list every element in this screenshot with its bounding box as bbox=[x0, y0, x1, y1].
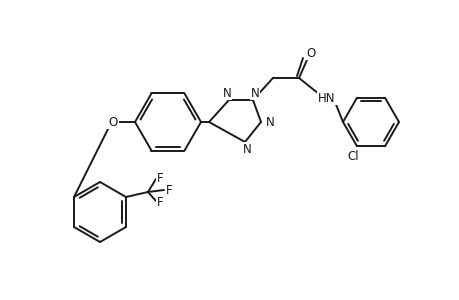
Text: HN: HN bbox=[318, 92, 335, 104]
Text: F: F bbox=[165, 184, 172, 196]
Text: Cl: Cl bbox=[347, 150, 358, 163]
Text: F: F bbox=[157, 196, 163, 208]
Text: N: N bbox=[250, 86, 259, 100]
Text: N: N bbox=[222, 86, 231, 100]
Text: N: N bbox=[242, 142, 251, 155]
Text: O: O bbox=[306, 46, 315, 59]
Text: F: F bbox=[157, 172, 163, 184]
Text: N: N bbox=[265, 116, 274, 128]
Text: O: O bbox=[108, 116, 118, 128]
